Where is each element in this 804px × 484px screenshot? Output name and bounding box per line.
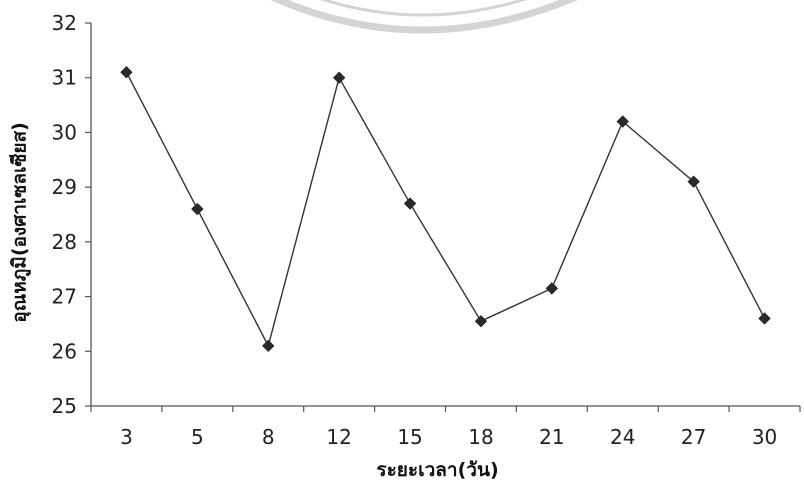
data-point [403, 197, 417, 210]
y-tick-label: 32 [52, 11, 77, 35]
y-tick-label: 31 [52, 66, 77, 90]
series-line [125, 71, 766, 348]
x-tick-label: 15 [397, 425, 422, 449]
series-lines [125, 71, 766, 348]
x-tick-label: 27 [681, 425, 706, 449]
y-tick-label: 25 [52, 394, 77, 418]
y-axis-ticks: 25 26 27 28 29 30 31 32 [52, 11, 91, 418]
x-tick-label: 12 [326, 425, 351, 449]
x-tick-label: 30 [752, 425, 777, 449]
data-point [474, 314, 488, 328]
watermark [270, 0, 578, 34]
series-markers [120, 66, 771, 353]
data-point [545, 282, 559, 295]
x-tick-label: 3 [120, 425, 133, 449]
x-axis-title: ระยะเวลา(วัน) [376, 459, 498, 481]
data-point [332, 71, 346, 84]
y-tick-label: 30 [52, 120, 77, 144]
y-tick-label: 27 [52, 285, 77, 309]
x-tick-label: 18 [468, 425, 493, 449]
data-point [120, 66, 133, 79]
data-point [687, 175, 700, 188]
y-tick-label: 28 [52, 230, 77, 254]
y-tick-label: 29 [52, 175, 77, 199]
x-tick-label: 24 [610, 425, 635, 449]
data-point [758, 312, 771, 325]
data-point [616, 115, 629, 128]
x-tick-label: 5 [191, 425, 204, 449]
y-tick-label: 26 [52, 339, 77, 363]
x-tick-label: 8 [262, 425, 275, 449]
x-tick-label: 21 [539, 425, 564, 449]
x-axis-ticks: 3 5 8 12 15 18 21 24 27 30 [90, 406, 801, 449]
data-point [262, 339, 275, 353]
data-point [191, 202, 204, 216]
y-axis-title: อุณหภูมิ(องศาเซลเซียส) [9, 122, 32, 323]
